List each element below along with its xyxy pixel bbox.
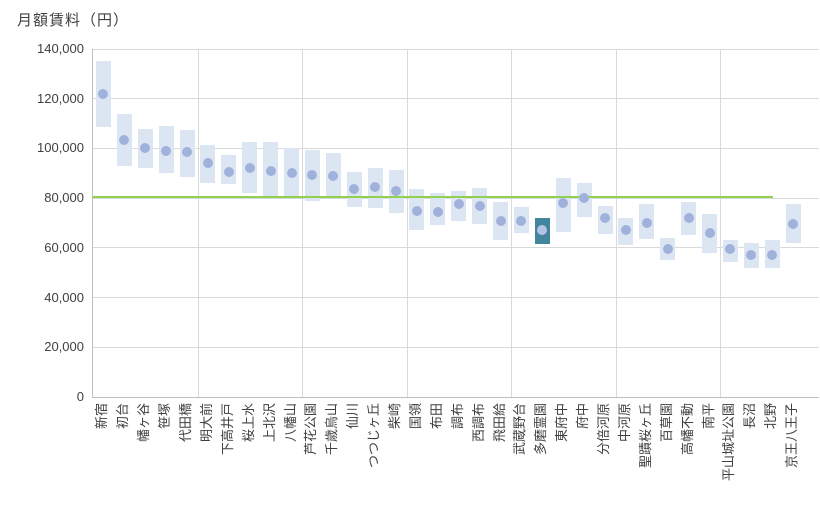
x-axis-label-幡ヶ谷: 幡ヶ谷 [136,403,152,443]
dot-marker-明大前[interactable] [202,158,213,169]
y-axis-tick-label: 60,000 [44,239,84,255]
y-axis-tick-label: 0 [76,389,84,404]
dot-marker-仙川[interactable] [349,184,360,195]
plot-area [92,48,819,398]
x-axis-label-新宿: 新宿 [94,403,110,430]
dot-marker-分倍河原[interactable] [600,213,611,224]
x-gridline [720,49,721,397]
dot-marker-つつじヶ丘[interactable] [370,181,381,192]
dot-marker-芦花公園[interactable] [307,169,318,180]
x-axis-label-長沼: 長沼 [742,403,758,430]
dot-marker-武蔵野台[interactable] [516,215,527,226]
dot-marker-百草園[interactable] [662,244,673,255]
x-gridline [615,49,617,397]
x-axis-label-桜上水: 桜上水 [240,403,256,443]
x-gridline [302,49,303,397]
x-axis-label-つつじヶ丘: つつじヶ丘 [366,403,382,469]
x-axis-label-柴崎: 柴崎 [387,403,403,430]
x-axis-label-中河原: 中河原 [616,403,632,443]
dot-marker-新宿[interactable] [98,88,109,99]
y-gridline [93,346,819,348]
dot-marker-桜上水[interactable] [244,163,255,174]
dot-marker-高幡不動[interactable] [683,213,694,224]
x-axis-label-高幡不動: 高幡不動 [679,403,695,456]
x-axis-label-多磨霊園: 多磨霊園 [533,403,549,456]
x-axis-label-西調布: 西調布 [470,403,486,443]
y-axis-tick-label: 120,000 [37,90,84,106]
x-axis-label-初台: 初台 [115,403,131,430]
x-axis-label-代田橋: 代田橋 [178,403,194,443]
dot-marker-国領[interactable] [411,205,422,216]
dot-marker-幡ヶ谷[interactable] [140,143,151,154]
x-axis-label-京王八王子: 京王八王子 [784,403,800,469]
x-gridline [406,49,408,397]
dot-marker-上北沢[interactable] [265,165,276,176]
x-axis-label-百草園: 百草園 [658,403,674,443]
y-axis-tick-label: 100,000 [37,140,84,156]
dot-marker-北野[interactable] [767,250,778,261]
y-gridline [93,147,819,149]
dot-marker-平山城址公園[interactable] [725,244,736,255]
x-axis-label-平山城址公園: 平山城址公園 [721,403,737,482]
dot-marker-初台[interactable] [119,134,130,145]
y-axis-tick-label: 140,000 [37,41,84,56]
dot-marker-下高井戸[interactable] [223,167,234,178]
y-axis-tick-label: 40,000 [44,289,84,305]
x-axis-label-武蔵野台: 武蔵野台 [512,403,528,456]
dot-marker-布田[interactable] [432,206,443,217]
x-axis-label-仙川: 仙川 [345,403,361,430]
x-axis-label-国領: 国領 [407,403,423,430]
reference-line [93,195,773,198]
chart-title: 月額賃料（円） [17,12,130,29]
y-gridline [93,297,819,299]
x-gridline [197,49,199,397]
x-axis-label-東府中: 東府中 [554,403,570,443]
dot-marker-千歳烏山[interactable] [328,170,339,181]
dot-marker-柴崎[interactable] [391,185,402,196]
y-gridline [93,247,819,249]
x-axis-label-飛田給: 飛田給 [491,403,507,443]
x-gridline [511,49,512,397]
y-axis-tick-label: 20,000 [44,339,84,355]
y-gridline [93,48,819,50]
x-axis-label-芦花公園: 芦花公園 [303,403,319,456]
x-axis-label-明大前: 明大前 [198,403,214,443]
dot-marker-西調布[interactable] [474,200,485,211]
dot-marker-調布[interactable] [453,199,464,210]
x-axis-label-八幡山: 八幡山 [282,403,298,443]
y-axis-tick-label: 80,000 [44,190,84,206]
x-axis-label-府中: 府中 [575,403,591,430]
dot-marker-中河原[interactable] [620,225,631,236]
x-axis-label-聖蹟桜ヶ丘: 聖蹟桜ヶ丘 [637,403,653,469]
x-axis-label-下高井戸: 下高井戸 [219,403,235,456]
dot-marker-南平[interactable] [704,227,715,238]
x-axis-label-千歳烏山: 千歳烏山 [324,403,340,456]
x-axis-label-布田: 布田 [428,403,444,430]
x-axis-label-北野: 北野 [763,403,779,430]
dot-marker-八幡山[interactable] [286,168,297,179]
x-axis-label-分倍河原: 分倍河原 [596,403,612,456]
dot-marker-多磨霊園[interactable] [537,225,548,236]
dot-marker-聖蹟桜ヶ丘[interactable] [641,218,652,228]
x-axis-label-笹塚: 笹塚 [157,403,173,430]
dot-marker-京王八王子[interactable] [788,219,799,230]
dot-marker-笹塚[interactable] [161,145,172,156]
dot-marker-府中[interactable] [579,193,590,204]
x-axis-label-調布: 調布 [449,403,465,430]
dot-marker-長沼[interactable] [746,250,757,261]
dot-marker-東府中[interactable] [558,198,569,209]
y-gridline [93,98,819,100]
x-axis-label-上北沢: 上北沢 [261,403,277,443]
x-axis-label-南平: 南平 [700,403,716,430]
dot-marker-飛田給[interactable] [495,215,506,226]
dot-marker-代田橋[interactable] [182,147,193,158]
